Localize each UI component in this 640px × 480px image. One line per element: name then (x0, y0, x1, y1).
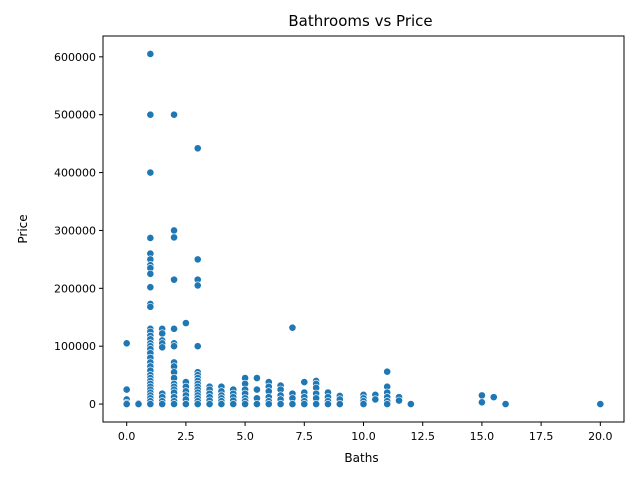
y-tick-label: 500000 (54, 109, 96, 122)
x-tick-label: 5.0 (236, 430, 254, 443)
scatter-point (253, 374, 261, 382)
scatter-point (300, 400, 309, 408)
scatter-point (122, 339, 131, 348)
x-tick-label: 20.0 (588, 430, 613, 443)
scatter-point (122, 385, 131, 394)
scatter-point (193, 255, 202, 264)
scatter-point (193, 400, 202, 408)
scatter-point (395, 396, 403, 405)
scatter-point (158, 329, 167, 338)
x-tick-label: 2.5 (177, 430, 195, 443)
scatter-point (146, 283, 155, 292)
scatter-point (181, 319, 190, 327)
scatter-point (406, 400, 415, 408)
x-tick-label: 0.0 (118, 430, 136, 443)
scatter-point (170, 233, 178, 242)
y-tick-label: 300000 (54, 224, 96, 237)
scatter-point (170, 275, 178, 284)
scatter-point (146, 110, 155, 119)
scatter-point (158, 400, 167, 408)
scatter-point (383, 400, 392, 408)
scatter-point (181, 400, 190, 408)
scatter-point (193, 342, 202, 351)
scatter-point (253, 400, 261, 408)
y-tick-label: 200000 (54, 282, 96, 295)
scatter-point (371, 395, 380, 404)
scatter-point (170, 324, 178, 333)
scatter-point (478, 391, 486, 400)
scatter-point (478, 398, 486, 407)
scatter-point (241, 400, 249, 408)
scatter-point (193, 281, 202, 290)
scatter-point (229, 400, 238, 408)
scatter-point (359, 400, 368, 408)
x-axis-label: Baths (344, 451, 378, 465)
scatter-point (596, 400, 605, 408)
y-tick-label: 100000 (54, 340, 96, 353)
scatter-point (300, 378, 309, 386)
scatter-point (489, 393, 498, 402)
scatter-point (170, 400, 178, 408)
scatter-point (264, 400, 273, 408)
x-tick-label: 15.0 (470, 430, 495, 443)
x-tick-label: 7.5 (296, 430, 314, 443)
y-tick-label: 600000 (54, 51, 96, 64)
scatter-point (288, 400, 297, 408)
scatter-point (205, 400, 214, 408)
scatter-point (276, 400, 285, 408)
chart-title: Bathrooms vs Price (288, 12, 432, 30)
y-axis-ticks: 0 100000 200000 300000 400000 500000 600000 (54, 51, 103, 411)
scatter-point (146, 50, 155, 58)
plot-frame (102, 35, 625, 423)
scatter-point (335, 400, 344, 408)
scatter-point (158, 343, 167, 352)
scatter-point (501, 400, 510, 408)
scatter-point (288, 323, 297, 332)
points-layer (122, 50, 605, 408)
scatter-point (122, 400, 131, 408)
y-tick-label: 0 (89, 398, 96, 411)
scatter-point (170, 226, 178, 235)
scatter-point (170, 342, 178, 351)
scatter-point (217, 400, 226, 408)
scatter-point (146, 234, 155, 242)
x-axis-ticks: 0.0 2.5 5.0 7.5 10.0 12.5 15.0 17.5 20.0 (118, 422, 613, 443)
scatter-point (146, 302, 155, 311)
scatter-point (383, 367, 392, 376)
scatter-point (312, 400, 321, 408)
scatter-point (253, 385, 261, 394)
scatter-point (324, 400, 332, 408)
x-tick-label: 17.5 (529, 430, 554, 443)
scatter-point (193, 144, 202, 153)
scatter-point (146, 269, 155, 278)
scatter-point (170, 110, 178, 119)
scatter-point (146, 400, 155, 408)
x-tick-label: 10.0 (351, 430, 376, 443)
scatter-point (146, 168, 155, 177)
y-axis-label: Price (16, 214, 30, 243)
scatter-point (134, 400, 143, 408)
y-tick-label: 400000 (54, 167, 96, 180)
x-tick-label: 12.5 (410, 430, 435, 443)
